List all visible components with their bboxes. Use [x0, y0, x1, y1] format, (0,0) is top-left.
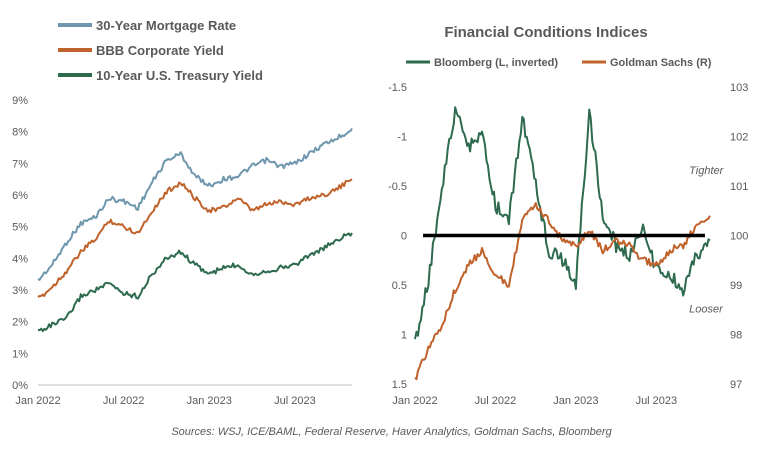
left-y-tick-label: 5% — [12, 222, 28, 234]
left-y-tick-label: 1% — [12, 348, 28, 360]
series-line-goldman-sachs-r — [414, 202, 711, 381]
left-y-tick-label: 9% — [12, 95, 28, 107]
left-chart-yields: 0% 1% 2% 3% 4% 5% 6% 7% 8% 9% Jan 2022 Jul 2022 Jan … — [12, 18, 353, 407]
left-y-tick-label: 3% — [12, 285, 28, 297]
right-right-y-tick-label: 100 — [730, 231, 748, 243]
left-y-tick-label: 4% — [12, 253, 28, 265]
right-x-tick-label: Jan 2022 — [392, 395, 437, 407]
left-y-tick-label: 6% — [12, 190, 28, 202]
right-right-y-tick-label: 102 — [730, 132, 748, 144]
source-note: Sources: WSJ, ICE/BAML, Federal Reserve,… — [171, 426, 612, 438]
right-right-y-tick-label: 97 — [730, 379, 742, 391]
right-right-y-tick-label: 103 — [730, 82, 748, 94]
left-y-tick-label: 0% — [12, 380, 28, 392]
right-x-tick-label: Jul 2022 — [475, 395, 517, 407]
series-line-bloomberg-l-inverted — [414, 106, 711, 340]
right-right-y-tick-label: 98 — [730, 330, 742, 342]
left-x-tick-label: Jan 2022 — [15, 395, 60, 407]
right-right-y-tick-label: 99 — [730, 280, 742, 292]
left-x-tick-label: Jul 2022 — [103, 395, 145, 407]
right-left-y-tick-label: 0.5 — [392, 280, 407, 292]
right-right-y-tick-label: 101 — [730, 181, 748, 193]
right-chart-financial-conditions: Financial Conditions Indices -1.5 -1 -0.5 0 0… — [388, 24, 748, 407]
legend-label-bloomberg-l-inverted: Bloomberg (L, inverted) — [434, 57, 558, 69]
legend-label-goldman-sachs-r: Goldman Sachs (R) — [610, 57, 712, 69]
left-x-tick-label: Jan 2023 — [187, 395, 232, 407]
annotation-tighter: Tighter — [689, 165, 724, 177]
left-y-tick-label: 8% — [12, 127, 28, 139]
series-line-30-year-mortgage-rate — [37, 127, 353, 281]
right-left-y-tick-label: -1 — [397, 132, 407, 144]
annotation-looser: Looser — [689, 304, 724, 316]
left-x-tick-label: Jul 2023 — [274, 395, 316, 407]
legend-label-10-year-u-s-treasury-yield: 10-Year U.S. Treasury Yield — [96, 68, 263, 83]
legend-label-30-year-mortgage-rate: 30-Year Mortgage Rate — [96, 18, 236, 33]
right-left-y-tick-label: 0 — [401, 231, 407, 243]
right-x-tick-label: Jul 2023 — [636, 395, 678, 407]
series-line-10-year-u-s-treasury-yield — [37, 232, 353, 333]
right-left-y-tick-label: 1 — [401, 330, 407, 342]
left-y-tick-label: 2% — [12, 317, 28, 329]
series-line-bbb-corporate-yield — [37, 178, 353, 298]
legend-label-bbb-corporate-yield: BBB Corporate Yield — [96, 43, 224, 58]
right-x-tick-label: Jan 2023 — [553, 395, 598, 407]
right-left-y-tick-label: -1.5 — [388, 82, 407, 94]
left-y-tick-label: 7% — [12, 158, 28, 170]
right-left-y-tick-label: -0.5 — [388, 181, 407, 193]
right-chart-title: Financial Conditions Indices — [444, 24, 647, 41]
right-left-y-tick-label: 1.5 — [392, 379, 407, 391]
